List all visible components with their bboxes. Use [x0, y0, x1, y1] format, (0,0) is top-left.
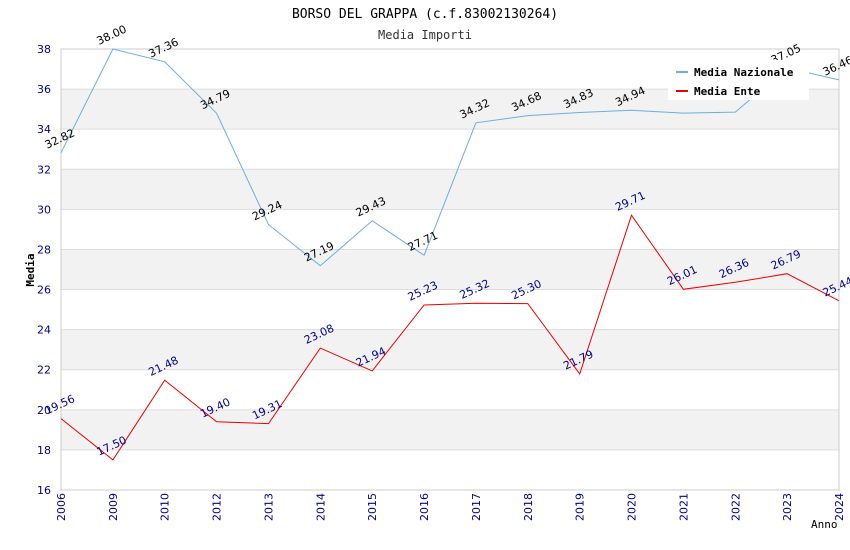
x-axis-ticks: 2006 2009 2010 2012 2013 2014 2015 2016 2017 2018… [55, 493, 846, 521]
x-tick-label: 2023 [781, 493, 794, 521]
y-tick-label: 24 [37, 324, 51, 337]
series-line-1 [60, 214, 840, 461]
x-tick-label: 2022 [729, 493, 742, 521]
data-label: 38.00 [95, 23, 129, 48]
y-tick-label: 26 [37, 284, 51, 297]
y-tick-label: 18 [37, 444, 51, 457]
legend: Media Nazionale Media Ente [668, 60, 809, 100]
y-tick-label: 34 [37, 123, 51, 136]
y-tick-label: 36 [37, 83, 51, 96]
y-axis-label: Media [24, 253, 37, 286]
y-tick-label: 30 [37, 203, 51, 216]
chart-subtitle: Media Importi [378, 28, 472, 42]
y-tick-label: 16 [37, 484, 51, 497]
legend-entry: Media Ente [694, 85, 761, 98]
y-tick-label: 22 [37, 364, 51, 377]
grid-band [61, 409, 839, 450]
x-tick-label: 2015 [366, 493, 379, 521]
data-label: 36.46 [821, 53, 850, 78]
x-tick-label: 2024 [833, 493, 846, 521]
legend-entry: Media Nazionale [694, 66, 794, 79]
x-tick-label: 2016 [418, 493, 431, 521]
x-tick-label: 2006 [55, 493, 68, 521]
chart-title: BORSO DEL GRAPPA (c.f.83002130264) [292, 7, 558, 22]
x-tick-label: 2019 [574, 493, 587, 521]
y-axis-ticks: 16 18 20 22 24 26 28 30 32 34 36 38 [37, 43, 51, 497]
series-line-0 [60, 48, 840, 267]
x-tick-label: 2013 [262, 493, 275, 521]
y-tick-label: 32 [37, 163, 51, 176]
grid-band [61, 249, 839, 290]
x-tick-label: 2010 [159, 493, 172, 521]
x-tick-label: 2017 [470, 493, 483, 521]
series-lines [60, 48, 840, 461]
plot-frame [60, 48, 840, 491]
x-tick-label: 2021 [677, 493, 690, 521]
x-tick-label: 2020 [626, 493, 639, 521]
grid-band [61, 329, 839, 370]
x-axis-label: Anno [811, 518, 838, 531]
grid-bands [61, 89, 839, 450]
y-tick-label: 28 [37, 243, 51, 256]
x-tick-label: 2009 [107, 493, 120, 521]
legend-box [668, 60, 809, 100]
x-tick-label: 2012 [211, 493, 224, 521]
data-label: 37.36 [147, 35, 181, 60]
x-tick-label: 2018 [522, 493, 535, 521]
y-tick-label: 38 [37, 43, 51, 56]
x-tick-label: 2014 [314, 493, 327, 521]
y-tick-label: 20 [37, 404, 51, 417]
